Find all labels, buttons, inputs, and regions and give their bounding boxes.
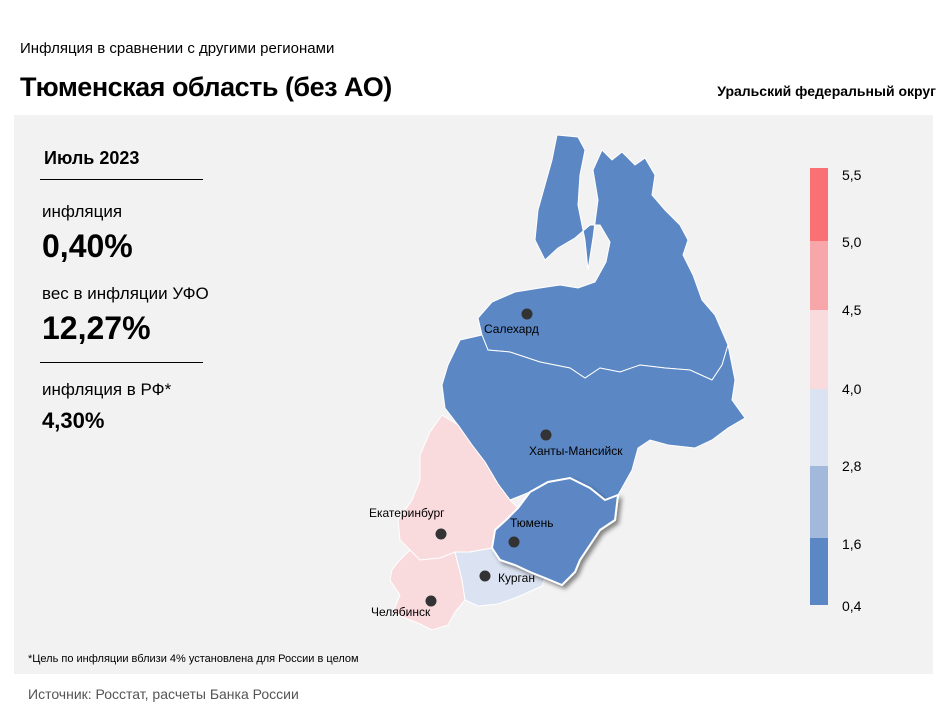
legend-swatch: [810, 310, 828, 389]
page-title: Тюменская область (без АО): [20, 72, 392, 102]
inflation-label: инфляция: [42, 202, 123, 221]
legend-color-bar: [810, 168, 828, 605]
legend-tick-label: 0,4: [842, 598, 862, 614]
city-label-salekhard: Салехард: [484, 322, 539, 336]
city-label-ekaterinburg: Екатеринбург: [369, 506, 445, 520]
footnote: *Цель по инфляции вблизи 4% установлена …: [28, 653, 359, 665]
period-label: Июль 2023: [44, 148, 140, 168]
legend-tick-label: 4,0: [842, 381, 862, 397]
city-dot-salekhard: [521, 308, 533, 320]
city-dot-tyumen: [508, 536, 520, 548]
legend-swatch: [810, 168, 828, 241]
legend-tick-label: 1,6: [842, 536, 862, 552]
region-chelyabinsk: [389, 549, 466, 631]
weight-label: вес в инфляции УФО: [42, 284, 209, 303]
city-label-khanty: Ханты-Мансийск: [529, 444, 623, 458]
weight-value: 12,27%: [42, 310, 151, 346]
city-label-chelyabinsk: Челябинск: [371, 605, 431, 619]
city-dot-kurgan: [479, 570, 491, 582]
region-tyumen: [490, 476, 620, 587]
district-label: Уральский федеральный округ: [717, 83, 936, 99]
legend-swatch: [810, 538, 828, 605]
legend-tick-label: 5,0: [842, 234, 862, 250]
city-dot-khanty: [540, 429, 552, 441]
city-label-tyumen: Тюмень: [510, 516, 553, 530]
city-dot-chelyabinsk: [425, 595, 437, 607]
city-dot-ekaterinburg: [435, 528, 447, 540]
legend-swatch: [810, 241, 828, 310]
legend-tick-label: 5,5: [842, 167, 862, 183]
inflation-value: 0,40%: [42, 228, 133, 264]
legend-tick-label: 2,8: [842, 458, 862, 474]
city-label-kurgan: Курган: [498, 571, 535, 585]
divider-top: [40, 179, 203, 180]
divider-bottom: [40, 362, 203, 363]
rf-inflation-value: 4,30%: [42, 408, 105, 433]
legend-tick-label: 4,5: [842, 302, 862, 318]
legend-swatch: [810, 466, 828, 538]
chart-subtitle: Инфляция в сравнении с другими регионами: [20, 40, 335, 57]
region-yanao: [477, 134, 729, 381]
rf-inflation-label: инфляция в РФ*: [42, 380, 172, 399]
source-note: Источник: Росстат, расчеты Банка России: [28, 686, 299, 702]
legend-swatch: [810, 389, 828, 466]
